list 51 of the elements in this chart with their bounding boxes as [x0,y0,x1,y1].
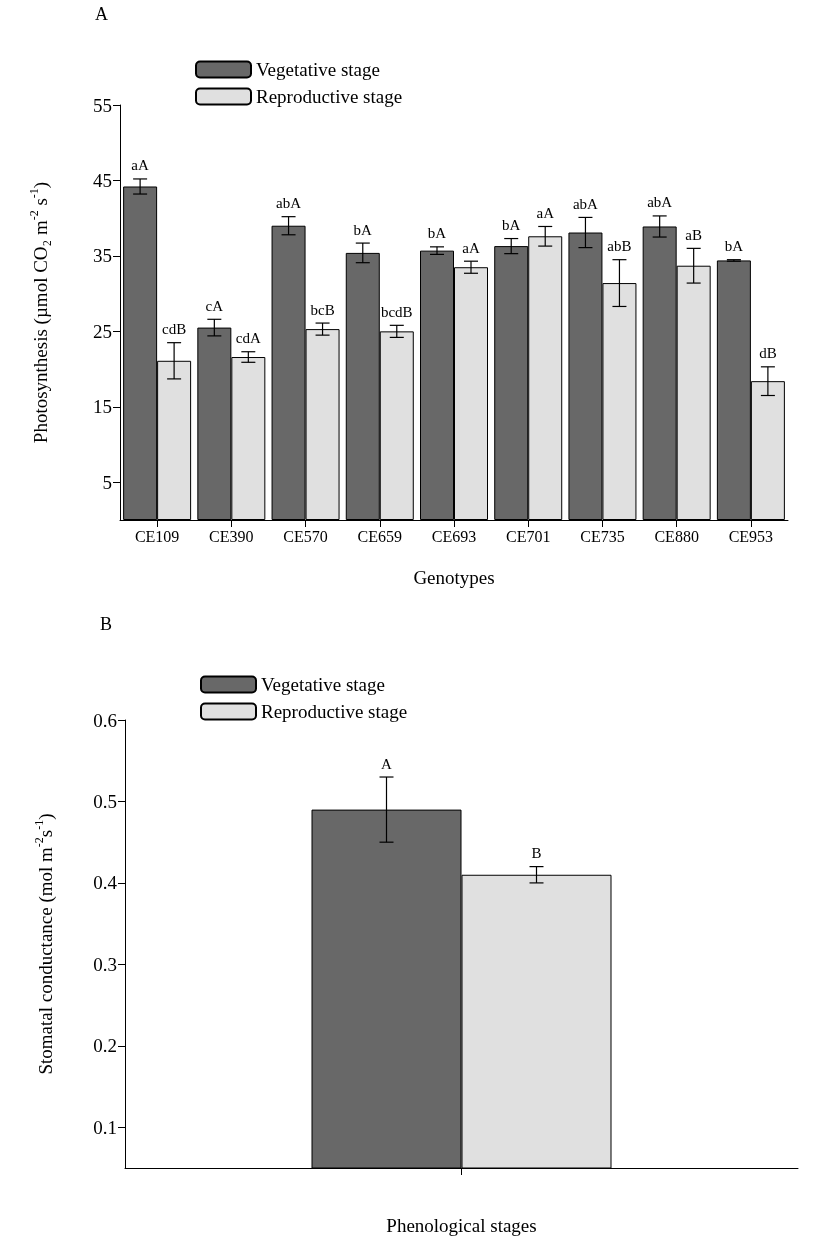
y-axis-title: Stomatal conductance (mol m-2s-1) [32,813,57,1075]
data-label: aA [131,157,150,174]
data-label: bA [724,238,744,255]
y-tick-label: 55 [93,94,112,116]
data-label: aB [685,226,702,243]
data-label: A [381,755,393,772]
x-axis-title: Phenological stages [386,1215,537,1236]
y-tick-label: 0.3 [93,953,117,975]
x-tick-label: CE953 [728,527,774,545]
chart-title: B [100,614,113,634]
y-tick-label: 5 [102,471,112,493]
legend-label: Vegetative stage [256,59,380,80]
x-tick-label: CE693 [431,527,477,545]
data-label: abA [276,195,302,212]
data-label: B [531,845,542,862]
y-tick-label: 25 [93,320,112,342]
data-label: cdA [235,330,261,347]
x-axis-title: Genotypes [413,567,495,588]
x-tick-label: CE735 [580,527,625,545]
data-label: cdB [162,321,187,338]
data-label: abA [647,194,673,211]
x-tick-label: CE701 [506,527,551,545]
x-tick-label: CE880 [654,527,699,545]
data-label: bcdB [380,303,413,320]
data-label: dB [759,345,777,362]
y-tick-label: 0.2 [93,1035,117,1057]
y-tick-label: 45 [93,169,112,191]
y-tick-label: 35 [93,245,112,267]
data-label: bA [427,225,447,242]
data-label: bcB [310,301,335,318]
y-tick-label: 15 [93,396,112,418]
y-tick-label: 0.4 [93,872,118,894]
data-label: bA [353,221,373,238]
y-tick-label: 0.1 [93,1116,117,1138]
data-label: bA [502,217,521,234]
x-tick-label: CE390 [209,527,254,545]
data-label: cA [205,297,224,314]
y-axis-title: Photosynthesis (µmol CO₂ m-2 s-1) [27,181,52,444]
y-tick-label: 0.5 [93,790,117,812]
legend-label: Reproductive stage [261,701,408,722]
data-label: aA [536,204,555,221]
data-label: abA [572,195,599,212]
x-tick-label: CE109 [134,527,180,545]
x-tick-label: CE659 [357,527,402,545]
x-tick-label: CE570 [283,527,328,545]
y-tick-label: 0.6 [93,709,117,731]
legend-label: Vegetative stage [261,674,385,695]
chart-title: A [95,4,108,24]
data-label: abB [607,238,632,255]
legend-label: Reproductive stage [256,86,403,107]
data-label: aA [462,239,480,256]
